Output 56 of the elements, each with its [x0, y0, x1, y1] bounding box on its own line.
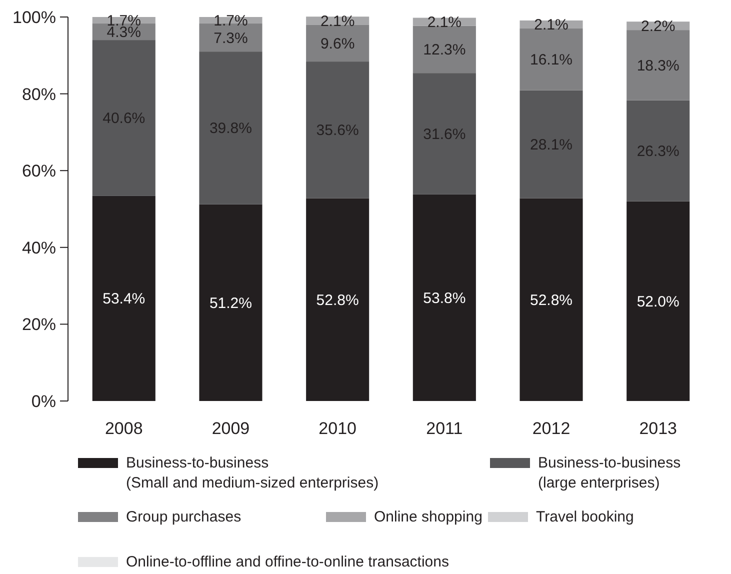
legend-label: Online-to-offline and offine-to-online transactions	[126, 553, 449, 570]
y-tick-label: 40%	[22, 238, 56, 258]
x-tick-label: 2010	[318, 419, 356, 438]
y-tick-label: 100%	[12, 8, 56, 27]
x-tick-label: 2011	[426, 419, 463, 438]
data-label: 31.6%	[423, 126, 466, 143]
bar	[626, 201, 690, 401]
x-tick-label: 2009	[212, 419, 250, 438]
legend-label: Online shopping	[374, 508, 482, 526]
data-label: 52.8%	[316, 292, 359, 309]
bar	[412, 73, 476, 194]
bar	[306, 62, 370, 198]
y-tick-label: 0%	[31, 392, 56, 411]
data-label: 2.1%	[534, 16, 568, 34]
bar	[520, 90, 583, 198]
bar	[199, 204, 262, 401]
data-label: 16.1%	[530, 52, 573, 69]
data-label: 26.3%	[636, 143, 680, 160]
data-label: 53.4%	[102, 290, 146, 308]
data-label: 2.1%	[320, 12, 355, 30]
bar	[412, 26, 476, 74]
data-label: 52.0%	[636, 293, 680, 310]
y-tick-label: 60%	[22, 162, 56, 181]
bar	[626, 30, 690, 100]
x-tick-label: 2008	[104, 419, 143, 438]
data-label: 2.1%	[427, 14, 462, 32]
data-label: 2.2%	[641, 18, 676, 36]
bar	[520, 198, 583, 401]
x-tick-label: 2012	[532, 419, 570, 438]
data-label: 35.6%	[316, 122, 359, 140]
bar	[92, 40, 156, 196]
y-tick-label: 20%	[22, 315, 56, 334]
data-label: 7.3%	[214, 30, 248, 47]
data-label: 28.1%	[530, 136, 573, 154]
data-label: 39.8%	[209, 120, 252, 138]
data-label: 53.8%	[423, 290, 466, 307]
data-label: 12.3%	[423, 42, 466, 59]
data-label: 1.7%	[214, 12, 248, 30]
bar	[306, 24, 370, 62]
data-label: 18.3%	[636, 57, 680, 74]
data-label: 52.8%	[530, 292, 573, 309]
data-label: 9.6%	[320, 35, 355, 52]
bar	[92, 196, 156, 401]
legend-label: Group purchases	[126, 508, 242, 526]
bar	[626, 100, 690, 202]
bar	[306, 198, 370, 401]
legend-label: Travel booking	[536, 508, 634, 526]
bar	[199, 52, 262, 204]
bar	[412, 194, 476, 401]
y-tick-label: 80%	[22, 84, 56, 104]
legend-label: Business-to-business (large enterprises)	[538, 454, 681, 492]
x-tick-label: 2013	[639, 419, 678, 438]
data-label: 51.2%	[209, 294, 252, 312]
legend-label: Business-to-business (Small and medium-sized enterprises)	[126, 454, 379, 492]
data-label: 40.6%	[102, 110, 146, 128]
bar	[520, 28, 583, 90]
